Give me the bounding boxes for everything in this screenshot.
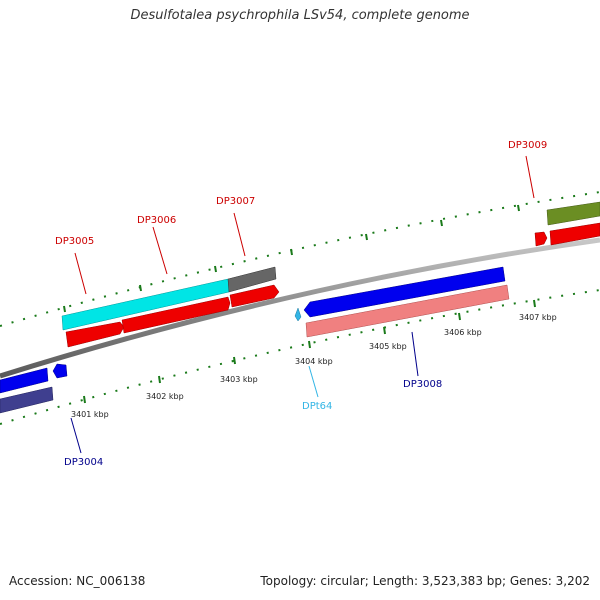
outer-major-tick (366, 234, 367, 240)
gene-label: DP3005 (55, 236, 94, 247)
leader-line-dp3007 (234, 213, 245, 256)
tick-label: 3406 kbp (444, 328, 482, 337)
outer-major-tick (215, 266, 216, 272)
gene-label: DP3008 (403, 379, 442, 390)
gene-label: DPt64 (302, 401, 332, 412)
gene-label: DP3004 (64, 457, 103, 468)
olive-feature[interactable] (547, 202, 600, 225)
leader-line-dp3006 (153, 227, 167, 274)
outer-tick-track (0, 192, 600, 326)
gene-dpt64[interactable] (295, 308, 301, 321)
outer-major-tick (518, 205, 519, 211)
outer-major-tick (140, 285, 141, 291)
gene-label: DP3006 (137, 215, 176, 226)
genome-map: 3401 kbp 3402 kbp 3403 kbp 3404 kbp 3405… (0, 0, 600, 600)
tick-label: 3403 kbp (220, 375, 258, 384)
tick-label: 3407 kbp (519, 313, 557, 322)
inner-major-tick (84, 396, 85, 403)
outer-major-tick (291, 249, 292, 255)
genome-summary-text: Topology: circular; Length: 3,523,383 bp… (260, 574, 590, 588)
outer-major-tick (441, 220, 442, 226)
tick-label: 3401 kbp (71, 410, 109, 419)
leader-line-dp3009 (526, 156, 534, 198)
inner-major-tick (534, 300, 535, 307)
tick-label: 3402 kbp (146, 392, 184, 401)
small-blue-feature[interactable] (53, 364, 67, 378)
inner-major-tick (459, 313, 460, 320)
gene-label: DP3007 (216, 196, 255, 207)
accession-text: Accession: NC_006138 (9, 574, 145, 588)
leader-line-dpt64 (309, 366, 318, 397)
gene-dp3009[interactable] (535, 232, 547, 246)
leader-line-dp3005 (75, 253, 86, 294)
inner-major-tick (159, 376, 160, 383)
outer-tick-dots (0, 192, 600, 326)
inner-major-tick (309, 341, 310, 348)
gene-label: DP3009 (508, 140, 547, 151)
genome-backbone (0, 240, 600, 376)
tick-label: 3404 kbp (295, 357, 333, 366)
tick-label: 3405 kbp (369, 342, 407, 351)
outer-major-tick (64, 306, 65, 312)
leader-line-dp3008 (412, 332, 418, 376)
inner-major-tick (384, 327, 385, 334)
inner-major-tick (234, 357, 235, 364)
leader-line-dp3004 (71, 418, 81, 453)
